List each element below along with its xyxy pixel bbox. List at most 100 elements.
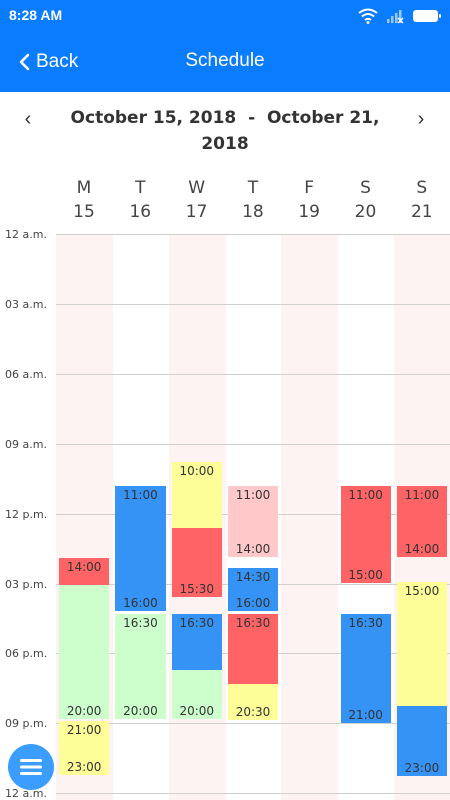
- event-end-time: 23:00: [404, 760, 440, 775]
- event-block[interactable]: 20:30: [227, 683, 279, 720]
- event-end-time: 20:00: [66, 703, 102, 718]
- hour-label: 03 p.m.: [5, 578, 48, 591]
- date-range-bar: ‹ October 15, 2018 - October 21, 2018 ›: [0, 92, 450, 162]
- chevron-left-icon: [19, 53, 30, 71]
- event-start-time: 14:00: [66, 559, 102, 574]
- back-label: Back: [36, 51, 79, 72]
- hour-label: 12 p.m.: [5, 508, 48, 521]
- day-letter: W: [188, 178, 205, 198]
- event-block[interactable]: 10:00: [171, 462, 222, 528]
- event-block[interactable]: 11:00 15:00: [340, 485, 391, 584]
- date-range-label: October 15, 2018 - October 21, 2018: [70, 105, 380, 157]
- hour-label: 06 a.m.: [5, 368, 47, 381]
- day-date: 18: [242, 202, 264, 222]
- day-date: 19: [298, 202, 320, 222]
- day-header[interactable]: T 18: [225, 176, 281, 224]
- event-start-time: 11:00: [123, 487, 158, 502]
- event-end-time: 15:00: [348, 568, 383, 583]
- menu-fab-button[interactable]: [8, 744, 54, 790]
- event-start-time: 21:00: [66, 722, 102, 737]
- hour-gridline: [56, 234, 450, 235]
- day-header[interactable]: W 17: [169, 176, 225, 224]
- event-block[interactable]: 16:30: [227, 613, 279, 684]
- event-block[interactable]: 16:30 20:00: [115, 613, 166, 719]
- status-icons: [358, 6, 442, 26]
- battery-icon: [413, 10, 441, 22]
- status-bar: 8:28 AM: [0, 0, 450, 32]
- event-end-time: 14:00: [404, 541, 440, 556]
- event-block[interactable]: 15:00: [396, 582, 448, 706]
- event-block[interactable]: 11:00 14:00: [396, 485, 448, 557]
- event-end-time: 14:00: [235, 541, 271, 556]
- event-end-time: 21:00: [348, 708, 383, 723]
- event-block[interactable]: 16:30: [171, 613, 222, 670]
- event-block[interactable]: 21:00 23:00: [59, 720, 110, 775]
- event-start-time: 16:30: [179, 615, 215, 630]
- event-block[interactable]: 16:30 21:00: [340, 613, 391, 724]
- page-title: Schedule: [185, 50, 265, 71]
- day-letter: S: [360, 178, 371, 198]
- range-separator: -: [248, 108, 256, 128]
- day-date: 15: [73, 202, 95, 222]
- day-letter: M: [76, 178, 92, 198]
- event-start-time: 15:00: [404, 584, 440, 599]
- day-header[interactable]: T 16: [112, 176, 168, 224]
- event-end-time: 15:30: [179, 582, 215, 597]
- range-start: October 15, 2018: [70, 108, 237, 128]
- prev-week-button[interactable]: ‹: [24, 108, 32, 130]
- hour-gridline: [56, 723, 450, 724]
- event-start-time: 10:00: [179, 464, 215, 479]
- event-end-time: 16:00: [235, 596, 271, 611]
- day-header[interactable]: M 15: [56, 176, 112, 224]
- event-block[interactable]: 11:00 16:00: [115, 485, 166, 612]
- event-block[interactable]: 15:30: [171, 527, 222, 598]
- event-end-time: 16:00: [123, 596, 158, 611]
- hour-label: 06 p.m.: [5, 647, 48, 660]
- app-bar: Back Schedule: [0, 32, 450, 92]
- event-start-time: 16:30: [235, 615, 271, 630]
- event-block[interactable]: 20:00: [171, 669, 222, 719]
- next-week-button[interactable]: ›: [417, 108, 425, 130]
- signal-icon: [387, 10, 404, 24]
- event-start-time: 11:00: [404, 487, 440, 502]
- day-letter: F: [304, 178, 315, 198]
- day-header[interactable]: F 19: [281, 176, 337, 224]
- hamburger-icon: [20, 759, 42, 775]
- event-start-time: 16:30: [348, 615, 383, 630]
- event-end-time: 23:00: [66, 759, 102, 774]
- event-block[interactable]: 20:00: [59, 584, 110, 719]
- hour-gridline: [56, 374, 450, 375]
- event-block[interactable]: 11:00 14:00: [227, 485, 279, 557]
- event-end-time: 20:30: [235, 704, 271, 719]
- day-header[interactable]: S 21: [394, 176, 450, 224]
- range-end: October 21, 2018: [201, 108, 380, 154]
- day-letter: S: [416, 178, 428, 198]
- day-letter: T: [247, 178, 259, 198]
- day-date: 21: [410, 202, 433, 222]
- hour-label: 03 a.m.: [5, 298, 47, 311]
- wifi-icon: [358, 8, 378, 24]
- event-start-time: 14:30: [235, 570, 271, 585]
- hour-label: 12 a.m.: [5, 787, 47, 800]
- day-letter: T: [135, 178, 146, 198]
- event-block[interactable]: 14:00: [59, 557, 110, 585]
- event-block[interactable]: 14:30 16:00: [227, 568, 279, 612]
- event-block[interactable]: 23:00: [396, 705, 448, 776]
- day-column-bg: [281, 234, 339, 800]
- day-header[interactable]: S 20: [338, 176, 394, 224]
- hour-label: 09 a.m.: [5, 438, 47, 451]
- day-date: 20: [354, 202, 377, 222]
- event-end-time: 20:00: [179, 703, 215, 718]
- hour-label: 09 p.m.: [5, 717, 48, 730]
- status-time: 8:28 AM: [9, 7, 63, 23]
- hour-gridline: [56, 793, 450, 794]
- event-start-time: 11:00: [235, 487, 271, 502]
- day-date: 16: [129, 202, 152, 222]
- hour-gridline: [56, 444, 450, 445]
- hour-gridline: [56, 304, 450, 305]
- hour-label: 12 a.m.: [5, 228, 47, 241]
- event-start-time: 16:30: [123, 615, 158, 630]
- back-button[interactable]: Back: [18, 48, 78, 76]
- event-start-time: 11:00: [348, 487, 383, 502]
- day-date: 17: [185, 202, 208, 222]
